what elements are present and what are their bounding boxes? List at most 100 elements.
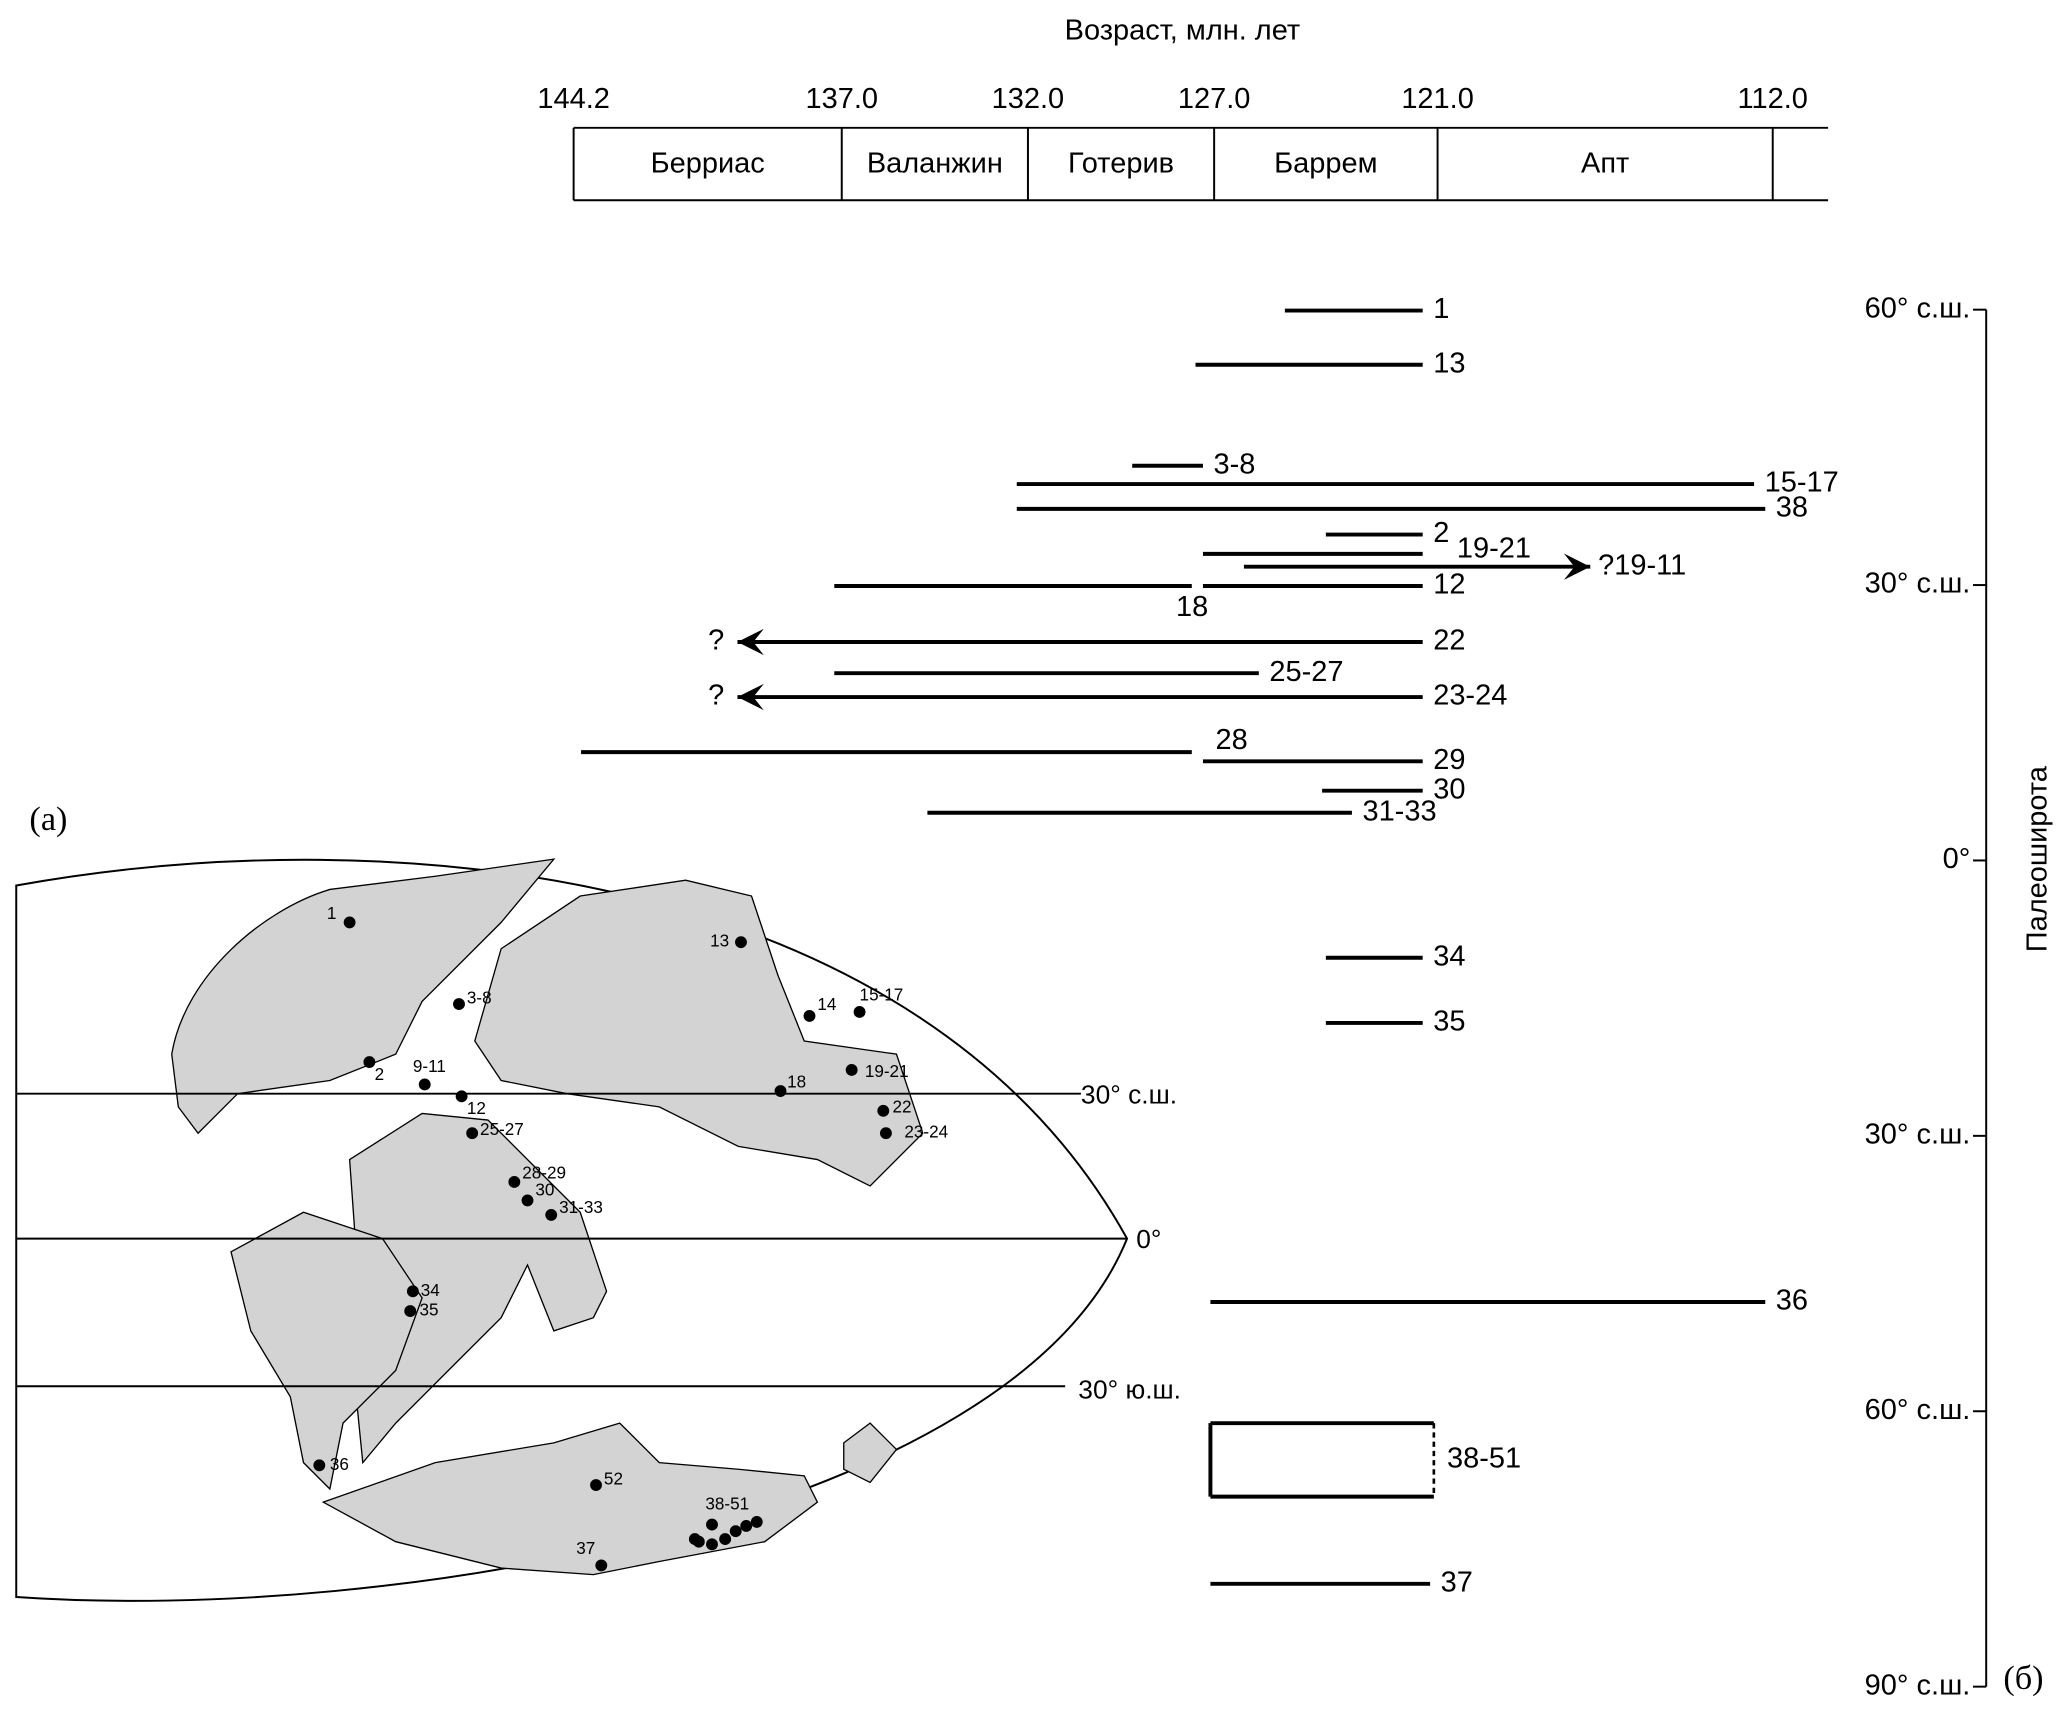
range-label: 37 <box>1441 1566 1473 1598</box>
site-dot <box>750 1516 763 1528</box>
x-tick-label: 137.0 <box>805 83 878 115</box>
range-label: 38 <box>1776 492 1808 524</box>
latitude-label: 30° ю.ш. <box>1078 1374 1181 1404</box>
latitude-label: 0° <box>1136 1224 1161 1254</box>
x-tick-label: 144.2 <box>537 83 610 115</box>
continent <box>230 1211 423 1491</box>
site-label: 31-33 <box>559 1198 603 1217</box>
range-label: 35 <box>1433 1006 1465 1038</box>
uncertainty-mark: ? <box>708 680 724 712</box>
y-tick-label: 30° с.ш. <box>1865 1119 1971 1151</box>
range-label: 1 <box>1433 293 1449 325</box>
arrow-head <box>1563 553 1591 580</box>
site-dot <box>453 998 465 1011</box>
y-tick-label: 90° с.ш. <box>1865 1669 1971 1701</box>
x-tick-label: 127.0 <box>1178 83 1251 115</box>
range-label: 2 <box>1433 517 1449 549</box>
site-dot <box>706 1518 718 1531</box>
range-label: 34 <box>1433 940 1465 972</box>
site-dot <box>735 936 747 949</box>
site-dot <box>363 1056 376 1068</box>
x-axis-title: Возраст, млн. лет <box>1065 14 1300 46</box>
map: 30° с.ш. 0° 30° ю.ш. 1 13 3-8 14 15-17 2 9-11 1… <box>15 858 1181 1602</box>
range-label: 13 <box>1433 347 1465 379</box>
site-dot <box>406 1285 419 1298</box>
x-tick-label: 121.0 <box>1401 83 1474 115</box>
box-label: 38-51 <box>1447 1443 1521 1475</box>
site-dot <box>877 1104 890 1117</box>
site-label: 36 <box>330 1455 349 1474</box>
x-tick-label: 112.0 <box>1738 83 1808 115</box>
site-label: 9-11 <box>413 1057 446 1076</box>
range-label: 18 <box>1176 591 1208 623</box>
stage-name: Баррем <box>1274 147 1377 179</box>
site-dot <box>729 1525 742 1538</box>
site-label: 25-27 <box>480 1120 524 1139</box>
uncertainty-mark: ? <box>708 625 724 657</box>
site-dot <box>774 1085 787 1097</box>
site-dot <box>845 1064 858 1076</box>
site-dot <box>803 1010 816 1022</box>
site-dot <box>688 1533 701 1545</box>
site-dot <box>853 1006 866 1018</box>
range-label: 19-21 <box>1457 533 1531 565</box>
range-label: 3-8 <box>1214 448 1256 480</box>
site-label: 22 <box>893 1098 912 1117</box>
site-label: 15-17 <box>860 986 904 1005</box>
site-label: 18 <box>787 1073 806 1092</box>
site-dot <box>418 1078 431 1091</box>
site-label: 34 <box>421 1281 441 1300</box>
site-dot <box>879 1127 892 1140</box>
site-dot <box>343 916 356 929</box>
site-dot <box>521 1194 534 1207</box>
range-label: 36 <box>1776 1285 1808 1317</box>
site-dot <box>455 1090 468 1103</box>
range-label: 22 <box>1433 625 1465 657</box>
site-label: 52 <box>604 1469 623 1488</box>
site-label: 2 <box>375 1065 385 1084</box>
site-dot <box>719 1533 732 1545</box>
site-dot <box>706 1538 718 1551</box>
stage-name: Валанжин <box>867 147 1003 179</box>
y-axis-title: Палеоширота <box>2022 765 2054 952</box>
site-dot <box>545 1208 558 1221</box>
site-label: 1 <box>327 904 337 923</box>
latitude-label: 30° с.ш. <box>1081 1079 1177 1109</box>
panel-label: (б) <box>2003 1659 2043 1697</box>
y-tick-label: 60° с.ш. <box>1865 1394 1971 1426</box>
site-label: 23-24 <box>904 1123 948 1142</box>
range-label: 31-33 <box>1362 795 1436 827</box>
arrow-head <box>737 683 764 711</box>
site-label: 12 <box>467 1099 486 1118</box>
site-label: 35 <box>419 1301 438 1320</box>
arrow-head <box>737 628 764 656</box>
site-dot <box>740 1519 753 1532</box>
site-label: 30 <box>535 1181 554 1200</box>
range-label: 30 <box>1433 773 1465 805</box>
site-label: 38-51 <box>705 1494 749 1513</box>
range-label: 23-24 <box>1433 680 1507 712</box>
range-label: ?19-11 <box>1598 549 1686 581</box>
continent <box>843 1422 898 1484</box>
site-label: 37 <box>576 1539 595 1558</box>
range-label: 12 <box>1433 569 1465 601</box>
site-dot <box>313 1459 326 1472</box>
range-label: 15-17 <box>1765 467 1839 499</box>
site-label: 28-29 <box>522 1164 566 1183</box>
y-tick-label: 60° с.ш. <box>1865 292 1971 324</box>
site-dot <box>508 1176 521 1188</box>
site-dot <box>590 1479 602 1491</box>
site-label: 14 <box>817 995 837 1014</box>
stage-name: Готерив <box>1068 147 1174 179</box>
range-label: 25-27 <box>1269 656 1343 688</box>
x-tick-label: 132.0 <box>992 83 1065 115</box>
y-tick-label: 0° <box>1943 843 1971 875</box>
site-label: 19-21 <box>865 1062 909 1081</box>
range-label: 29 <box>1433 744 1465 776</box>
stage-name: Берриас <box>651 147 765 179</box>
stage-name: Апт <box>1581 147 1629 179</box>
site-dot <box>466 1127 479 1140</box>
site-label: 13 <box>710 932 729 951</box>
range-label: 28 <box>1216 724 1248 756</box>
